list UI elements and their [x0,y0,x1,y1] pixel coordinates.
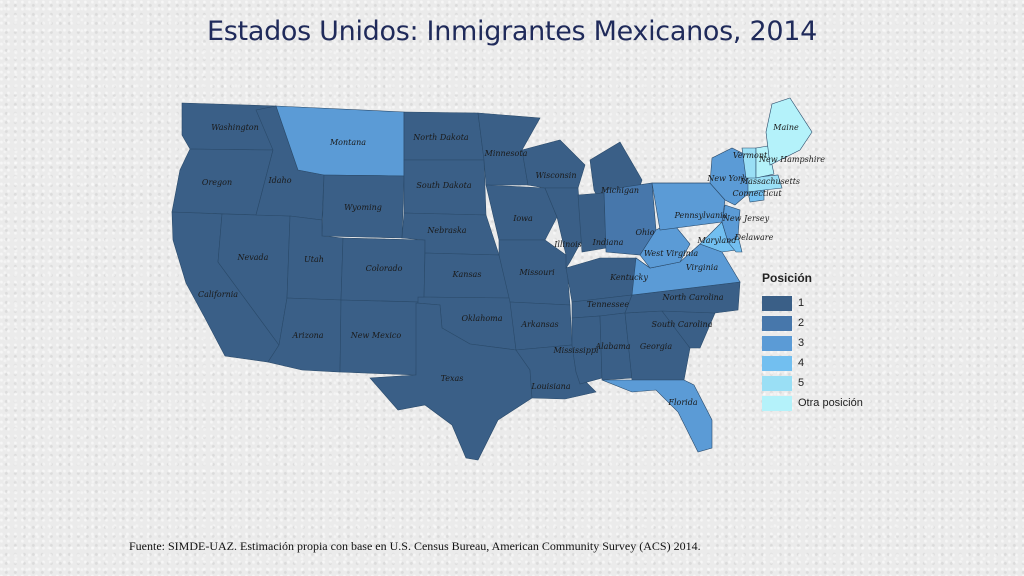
state-label-kansas: Kansas [452,270,482,279]
legend: Posición 1 2 3 4 5 Otra posición [762,271,863,413]
legend-label: 3 [798,337,805,349]
state-label-delaware: Delaware [734,233,774,242]
state-label-new-hampshire: New Hampshire [758,155,825,164]
legend-item: 1 [762,293,863,313]
state-label-north-dakota: North Dakota [412,133,469,142]
state-label-kentucky: Kentucky [609,273,648,282]
state-massachusetts [747,174,783,193]
state-label-arkansas: Arkansas [520,320,558,329]
legend-item: 2 [762,313,863,333]
state-label-texas: Texas [441,374,464,383]
legend-item: Otra posición [762,393,863,413]
state-label-pennsylvania: Pennsylvania [673,211,727,220]
legend-label: 2 [798,317,805,329]
state-label-illinois: Illinois [553,240,581,249]
state-label-louisiana: Louisiana [530,382,570,391]
state-label-south-dakota: South Dakota [416,181,471,190]
state-florida [601,379,713,453]
state-pennsylvania [651,182,726,231]
state-label-virginia: Virginia [686,263,718,272]
state-label-wisconsin: Wisconsin [535,171,576,180]
state-label-tennessee: Tennessee [587,300,629,309]
state-label-massachusetts: Massachusetts [739,177,800,186]
state-label-idaho: Idaho [267,176,291,185]
state-label-washington: Washington [211,123,259,132]
state-label-colorado: Colorado [366,264,403,273]
legend-swatch [762,395,792,411]
legend-label: 1 [798,297,805,309]
state-label-utah: Utah [304,255,324,264]
state-label-montana: Montana [329,138,366,147]
state-label-south-carolina: South Carolina [652,320,713,329]
state-new-jersey [721,204,741,243]
source-note: Fuente: SIMDE-UAZ. Estimación propia con… [129,539,701,553]
legend-label: Otra posición [798,397,863,409]
state-west-virginia [639,221,691,269]
state-label-alabama: Alabama [594,342,631,351]
state-label-new-mexico: New Mexico [350,331,402,340]
state-label-oregon: Oregon [202,178,232,187]
map-title: Estados Unidos: Inmigrantes Mexicanos, 2… [207,16,817,47]
state-label-maine: Maine [772,123,799,132]
state-label-connecticut: Connecticut [732,189,782,198]
state-label-maryland: Maryland [697,236,737,245]
legend-item: 3 [762,333,863,353]
state-iowa [485,184,558,241]
state-label-vermont: Vermont [733,151,768,160]
legend-swatch [762,335,792,351]
legend-swatch [762,355,792,371]
state-label-mississippi: Mississippi [552,346,599,355]
state-label-florida: Florida [667,398,697,407]
state-label-wyoming: Wyoming [344,203,382,212]
state-wisconsin [521,139,586,189]
state-texas [369,302,533,461]
state-label-california: California [198,290,238,299]
state-label-ohio: Ohio [635,228,654,237]
state-label-indiana: Indiana [592,238,624,247]
legend-label: 5 [798,377,805,389]
legend-item: 5 [762,373,863,393]
legend-label: 4 [798,357,805,369]
legend-swatch [762,375,792,391]
state-label-nevada: Nevada [237,253,269,262]
state-label-nebraska: Nebraska [426,226,466,235]
state-label-arizona: Arizona [291,331,323,340]
state-label-missouri: Missouri [518,268,555,277]
legend-swatch [762,295,792,311]
state-label-west-virginia: West Virginia [644,249,699,258]
state-label-michigan: Michigan [600,186,639,195]
state-label-minnesota: Minnesota [484,149,528,158]
state-label-oklahoma: Oklahoma [461,314,502,323]
state-label-iowa: Iowa [512,214,533,223]
state-label-new-jersey: New Jersey [722,214,770,223]
state-label-new-york: New York [706,174,746,183]
legend-title: Posición [762,271,813,285]
legend-item: 4 [762,353,863,373]
state-label-north-carolina: North Carolina [661,293,723,302]
state-maine [765,97,813,166]
state-label-georgia: Georgia [640,342,672,351]
legend-swatch [762,315,792,331]
